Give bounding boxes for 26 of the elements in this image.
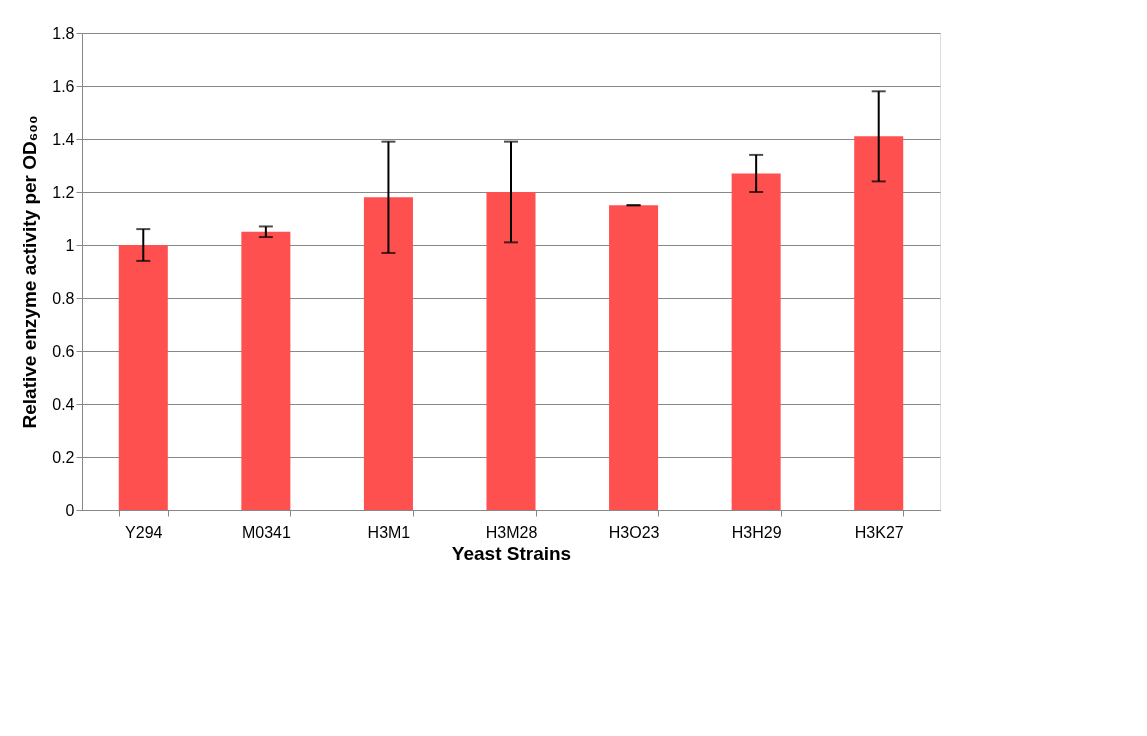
y-axis-title: Relative enzyme activity per OD₆₀₀ [19, 115, 41, 429]
y-tick-label: 1.4 [52, 130, 75, 148]
bar [363, 197, 413, 510]
x-tick-label: Y294 [125, 523, 163, 541]
bar [731, 173, 781, 510]
bar [609, 205, 659, 510]
bar [241, 231, 291, 510]
bar [854, 136, 904, 510]
bar [118, 245, 168, 510]
y-tick-label: 0.6 [52, 342, 75, 360]
x-tick-label: H3M1 [367, 523, 411, 541]
y-tick-label: 0.8 [52, 289, 75, 307]
x-tick-label: H3M28 [485, 523, 538, 541]
x-tick-label: M0341 [241, 523, 291, 541]
y-tick-label: 0.2 [52, 448, 75, 466]
y-tick-label: 1.6 [52, 77, 75, 95]
x-axis-title: Yeast Strains [451, 542, 572, 564]
y-tick-label: 0 [65, 501, 75, 519]
y-tick-label: 0.4 [52, 395, 75, 413]
x-tick-label: H3K27 [854, 523, 904, 541]
y-tick-label: 1.2 [52, 183, 75, 201]
bar [486, 192, 536, 510]
y-tick-label: 1.8 [52, 24, 75, 42]
y-tick-label: 1 [65, 236, 75, 254]
x-tick-label: H3H29 [731, 523, 782, 541]
x-tick-label: H3O23 [608, 523, 660, 541]
